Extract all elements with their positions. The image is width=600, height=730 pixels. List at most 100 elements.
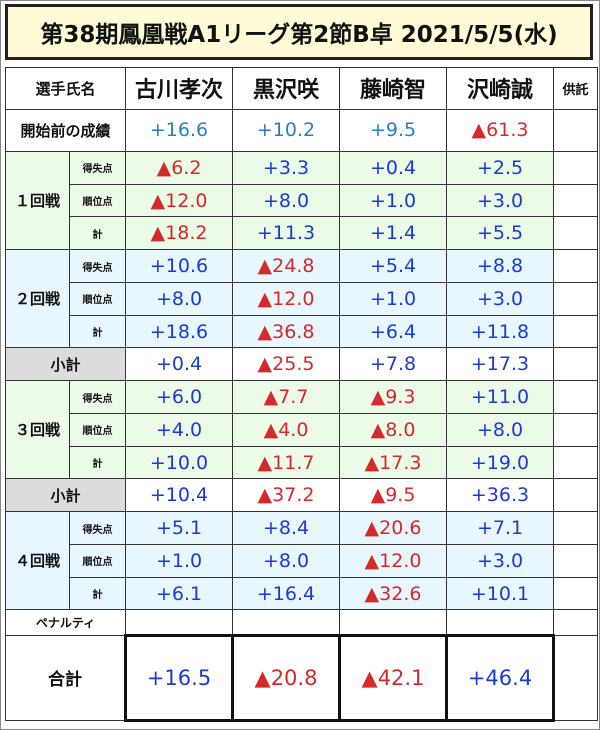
round-row: 計 +10.0 ▲11.7 ▲17.3 +19.0 [6, 445, 599, 480]
score-value: +6.0 [125, 380, 234, 414]
kyotaku-cell [553, 108, 599, 152]
page-title: 第38期鳳凰戦A1リーグ第2節B卓 2021/5/5(水) [5, 4, 593, 60]
round-row: １回戦 得失点 ▲6.2 +3.3 +0.4 +2.5 [5, 150, 599, 251]
player-name-header: 選手氏名 [4, 67, 127, 110]
score-value: ▲4.0 [232, 412, 341, 447]
score-value: +2.5 [446, 150, 555, 185]
score-value: +8.8 [446, 249, 555, 283]
round-label: ２回戦 [5, 249, 70, 349]
round-row: 計 ▲18.2 +11.3 +1.4 +5.5 [6, 216, 599, 251]
score-value: +11.8 [446, 314, 555, 349]
score-value: +8.0 [232, 543, 341, 578]
round-label: ３回戦 [5, 380, 70, 480]
sub-label: 得失点 [68, 380, 127, 414]
kyotaku-cell [553, 150, 599, 185]
score-value: ▲8.0 [339, 412, 448, 447]
score-value: ▲11.7 [232, 445, 341, 480]
kyotaku-cell [553, 543, 599, 578]
pre-score-value: +10.2 [232, 108, 341, 152]
score-value: +8.4 [232, 511, 341, 545]
round-row: 順位点 +8.0 ▲12.0 +1.0 +3.0 [6, 281, 599, 316]
sub-label: 計 [68, 576, 127, 611]
round-row: ２回戦 得失点 +10.6 ▲24.8 +5.4 +8.8 [5, 249, 599, 349]
round-row: 順位点 +1.0 +8.0 ▲12.0 +3.0 [6, 543, 599, 578]
score-value: ▲9.3 [339, 380, 448, 414]
score-table: 選手氏名 古川孝次 黒沢咲 藤崎智 沢崎誠 供託 開始前の成績 +16.6 +10.2 +9.5 ▲… [4, 67, 599, 723]
total-value: ▲20.8 [231, 633, 342, 723]
score-value: +11.0 [446, 380, 555, 414]
kyotaku-cell [553, 576, 599, 611]
score-value: ▲24.8 [232, 249, 341, 283]
score-value: ▲7.7 [232, 380, 341, 414]
sub-label: 得失点 [68, 249, 127, 283]
score-value: +10.6 [125, 249, 234, 283]
kyotaku-cell [553, 412, 599, 447]
score-value: +1.0 [339, 281, 448, 316]
score-value: ▲36.8 [232, 314, 341, 349]
score-value: +3.0 [446, 281, 555, 316]
round-row: ４回戦 得失点 +5.1 +8.4 ▲20.6 +7.1 [5, 511, 599, 611]
score-value: ▲32.6 [339, 576, 448, 611]
kyotaku-header: 供託 [553, 67, 599, 110]
total-label: 合計 [4, 634, 127, 722]
pre-score-value: +16.6 [125, 108, 234, 152]
total-value: +16.5 [124, 633, 235, 723]
score-value: +5.5 [446, 216, 555, 251]
penalty-row: ペナルティ [4, 609, 599, 636]
sub-label: 計 [68, 216, 127, 251]
kyotaku-cell [553, 216, 599, 251]
sub-label: 順位点 [68, 281, 127, 316]
header-row: 選手氏名 古川孝次 黒沢咲 藤崎智 沢崎誠 供託 [4, 67, 599, 110]
subtotal-row: 小計 +0.4 ▲25.5 +7.8 +17.3 [4, 347, 599, 382]
kyotaku-cell [553, 281, 599, 316]
total-row: 合計 +16.5 ▲20.8 ▲42.1 +46.4 [4, 633, 599, 723]
score-value: +3.0 [446, 543, 555, 578]
subtotal-value: ▲37.2 [232, 478, 341, 513]
penalty-label: ペナルティ [4, 609, 127, 636]
kyotaku-cell [553, 511, 599, 545]
player-name: 黒沢咲 [232, 67, 341, 110]
round-row: 順位点 ▲12.0 +8.0 +1.0 +3.0 [6, 183, 599, 218]
score-value: +18.6 [125, 314, 234, 349]
kyotaku-cell [553, 609, 599, 636]
score-value: +1.4 [339, 216, 448, 251]
penalty-value [446, 609, 555, 636]
score-value: +1.0 [125, 543, 234, 578]
kyotaku-cell [553, 634, 599, 722]
sub-label: 計 [68, 445, 127, 480]
player-name: 古川孝次 [125, 67, 234, 110]
score-value: +10.1 [446, 576, 555, 611]
subtotal-row: 小計 +10.4 ▲37.2 ▲9.5 +36.3 [4, 478, 599, 513]
penalty-value [339, 609, 448, 636]
sub-label: 順位点 [68, 183, 127, 218]
score-value: +6.1 [125, 576, 234, 611]
score-value: +4.0 [125, 412, 234, 447]
score-value: +5.4 [339, 249, 448, 283]
round-row: ３回戦 得失点 +6.0 ▲7.7 ▲9.3 +11.0 [5, 380, 599, 480]
score-value: +10.0 [125, 445, 234, 480]
sub-label: 順位点 [68, 412, 127, 447]
round-row: 計 +6.1 +16.4 ▲32.6 +10.1 [6, 576, 599, 611]
sub-label: 順位点 [68, 543, 127, 578]
score-value: ▲12.0 [339, 543, 448, 578]
pre-score-value: +9.5 [339, 108, 448, 152]
score-value: +7.1 [446, 511, 555, 545]
kyotaku-cell [553, 380, 599, 414]
kyotaku-cell [553, 347, 599, 382]
round-label: １回戦 [5, 150, 70, 251]
subtotal-label: 小計 [4, 478, 127, 513]
kyotaku-cell [553, 314, 599, 349]
player-name: 藤崎智 [339, 67, 448, 110]
pre-score-row: 開始前の成績 +16.6 +10.2 +9.5 ▲61.3 [4, 108, 599, 152]
pre-score-label: 開始前の成績 [4, 108, 127, 152]
round-row: 順位点 +4.0 ▲4.0 ▲8.0 +8.0 [6, 412, 599, 447]
subtotal-value: +0.4 [125, 347, 234, 382]
sub-label: 得失点 [68, 511, 127, 545]
sub-label: 計 [68, 314, 127, 349]
subtotal-value: +10.4 [125, 478, 234, 513]
score-value: +3.0 [446, 183, 555, 218]
score-value: +8.0 [446, 412, 555, 447]
score-value: +8.0 [125, 281, 234, 316]
score-value: ▲6.2 [125, 150, 234, 185]
